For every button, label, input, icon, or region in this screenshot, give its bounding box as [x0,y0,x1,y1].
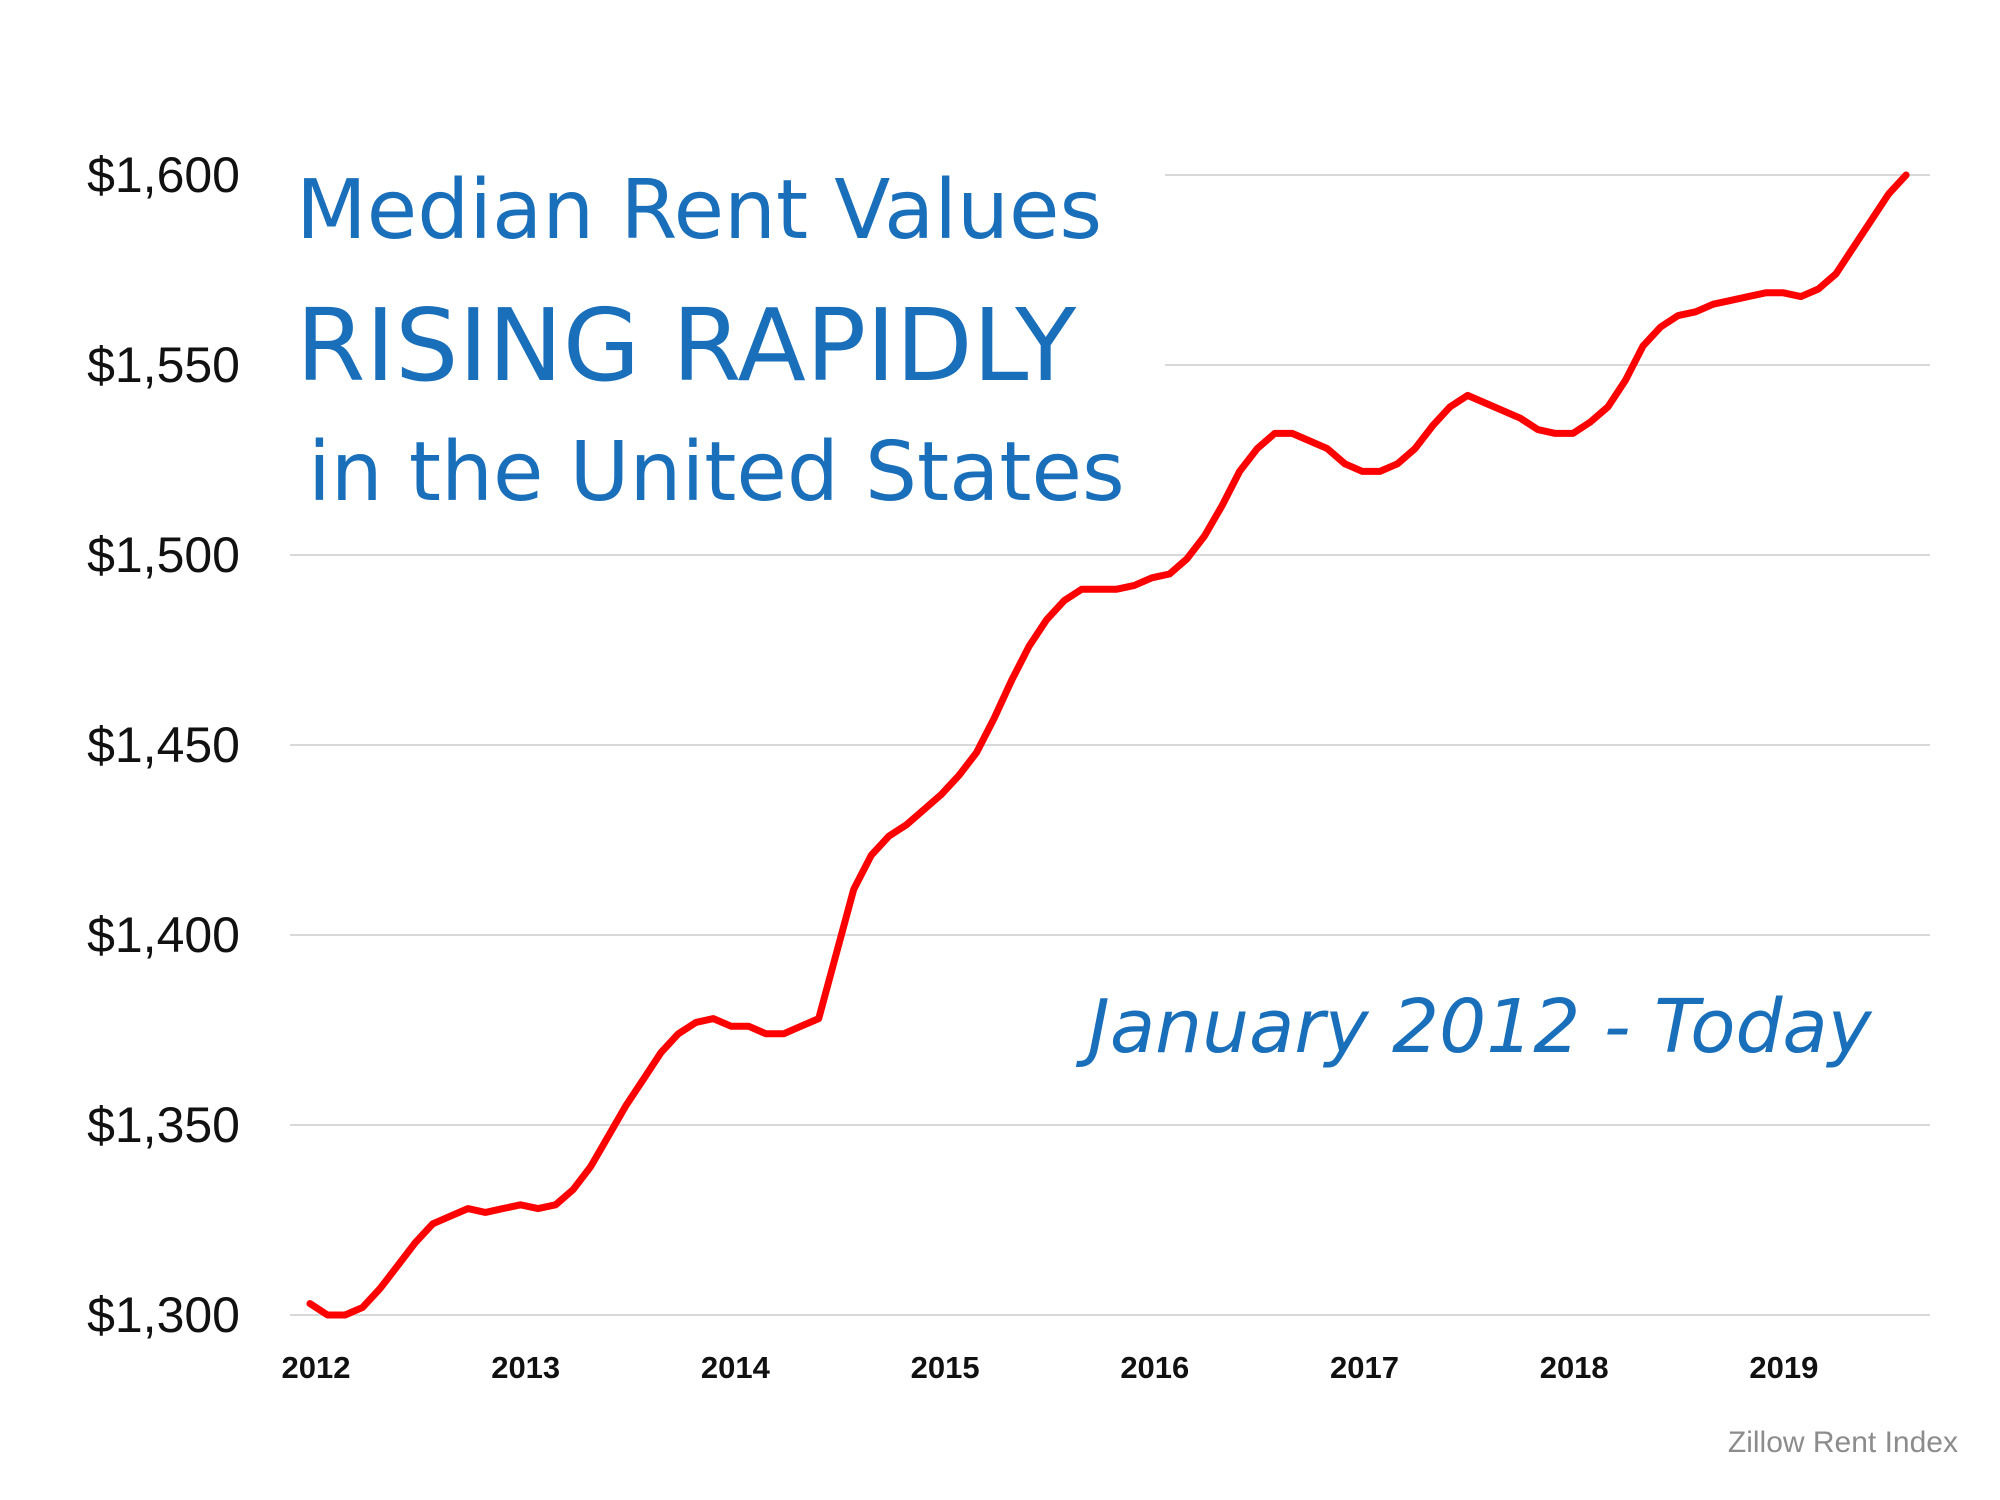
x-tick-label: 2019 [1749,1350,1818,1385]
y-tick-label: $1,350 [87,1097,240,1153]
y-tick-label: $1,550 [87,337,240,393]
x-tick-label: 2013 [491,1350,560,1385]
chart-title-line-3: in the United States [308,425,1125,520]
chart-title-line-2: RISING RAPIDLY [296,287,1077,404]
x-axis-ticks: 2012 2013 2014 2015 2016 2017 2018 2019 [282,1350,1819,1385]
y-tick-label: $1,500 [87,527,240,583]
y-tick-label: $1,450 [87,717,240,773]
x-tick-label: 2014 [701,1350,771,1385]
series-line [306,171,1910,1319]
source-credit: Zillow Rent Index [1727,1426,1958,1459]
series-layer [306,171,1910,1319]
x-tick-label: 2015 [911,1350,980,1385]
y-tick-label: $1,400 [87,907,240,963]
y-axis-ticks: $1,300 $1,350 $1,400 $1,450 $1,500 $1,550 $1,6… [87,147,240,1343]
x-tick-label: 2018 [1540,1350,1609,1385]
y-tick-label: $1,300 [87,1287,240,1343]
x-tick-label: 2012 [282,1350,351,1385]
chart-title-line-1: Median Rent Values [296,163,1103,258]
y-tick-label: $1,600 [87,147,240,203]
x-tick-label: 2016 [1120,1350,1189,1385]
gridlines [290,174,1930,1316]
x-tick-label: 2017 [1330,1350,1399,1385]
period-annotation: January 2012 - Today [1088,984,1872,1070]
